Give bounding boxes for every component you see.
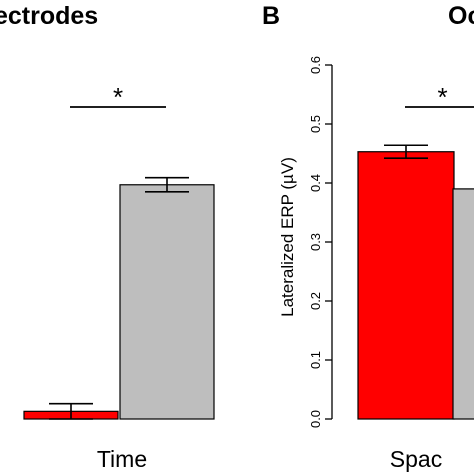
panel-a-significance: *: [70, 82, 166, 112]
y-tick-label: 0.2: [308, 292, 323, 310]
y-tick-label: 0.5: [308, 115, 323, 133]
panel-a: ectrodes * Time: [0, 2, 215, 472]
y-tick-label: 0.0: [308, 410, 323, 428]
panel-b-title: Oc: [448, 2, 474, 30]
bar-series-2: [452, 188, 474, 420]
bar-series-1: [357, 151, 455, 420]
panel-b: B Oc 0.0 0.1 0.2 0.3 0.4 0.5 0.6 Lateralized E…: [262, 2, 474, 472]
panel-a-category-label: Time: [97, 446, 147, 472]
y-tick-label: 0.6: [308, 56, 323, 74]
panel-b-letter: B: [262, 2, 280, 30]
y-tick-label: 0.1: [308, 351, 323, 369]
panel-b-bars: [357, 144, 474, 420]
panel-b-y-axis-label: Lateralized ERP (µV): [278, 157, 297, 317]
panel-a-title: ectrodes: [0, 2, 98, 30]
panel-a-bars: [23, 176, 215, 420]
y-tick-label: 0.3: [308, 233, 323, 251]
y-tick-label: 0.4: [308, 174, 323, 192]
bar-series-2: [119, 184, 215, 420]
panel-b-category-label: Spac: [390, 446, 442, 472]
panel-b-significance: *: [405, 82, 474, 112]
significance-marker: *: [113, 82, 123, 112]
panel-b-y-axis: 0.0 0.1 0.2 0.3 0.4 0.5 0.6: [308, 56, 333, 428]
significance-marker: *: [437, 82, 447, 112]
